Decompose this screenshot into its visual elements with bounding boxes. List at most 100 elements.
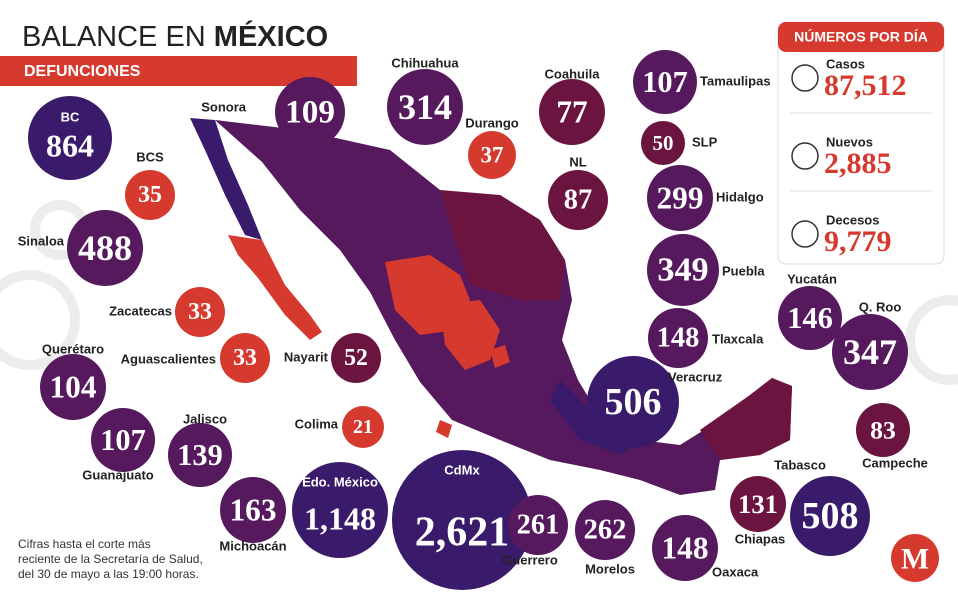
state-value: 163 (229, 493, 276, 528)
state-name: Q. Roo (859, 299, 902, 314)
state-name: Oaxaca (712, 564, 759, 579)
title-emphasis: MÉXICO (214, 19, 328, 53)
title: BALANCE EN MÉXICO (22, 19, 328, 53)
state-value: 50 (653, 131, 674, 155)
logo-circle (891, 534, 939, 582)
state-name: BCS (136, 149, 164, 164)
state-value: 37 (481, 143, 504, 168)
state-name: Sonora (201, 99, 247, 114)
state-name: Jalisco (183, 411, 227, 426)
state-bubble (652, 515, 718, 581)
state-value: 2,621 (415, 510, 510, 556)
state-value: 33 (188, 299, 212, 325)
state-bubble (125, 170, 175, 220)
state-bubble (331, 333, 381, 383)
state-name: Durango (465, 115, 519, 130)
state-value: 87 (564, 185, 593, 216)
state-name: Chihuahua (391, 55, 459, 70)
state-bubble (28, 96, 112, 180)
state-bubble (856, 403, 910, 457)
state-bubble (587, 356, 679, 448)
state-value: 349 (657, 252, 708, 289)
state-name: Guanajuato (82, 467, 154, 482)
state-value: 488 (78, 228, 132, 268)
state-name: Tlaxcala (712, 331, 764, 346)
state-bubble (67, 210, 143, 286)
state-bubble (342, 406, 384, 448)
state-value: 109 (285, 94, 335, 131)
map-aguascalientes (490, 345, 510, 368)
state-bubble (220, 333, 270, 383)
state-value: 35 (138, 182, 162, 208)
state-name: Sinaloa (18, 233, 65, 248)
panel-title: NÚMEROS POR DÍA (794, 28, 928, 45)
state-value: 506 (605, 381, 662, 423)
state-bubble (575, 500, 635, 560)
footnote-line: del 30 de mayo a las 19:00 horas. (18, 567, 199, 581)
state-name: BC (61, 109, 80, 124)
state-value: 314 (398, 87, 452, 127)
bubbles: 864 BC 109 Sonora 314 Chihuahua 37 Durango 77 Coa… (18, 50, 928, 590)
state-name: Nayarit (284, 349, 329, 364)
map-zacatecas (440, 300, 500, 370)
state-bubble (641, 121, 685, 165)
map-yucatan-peninsula (700, 378, 792, 460)
state-name: Coahuila (545, 66, 601, 81)
subtitle: DEFUNCIONES (24, 63, 141, 80)
state-value: 131 (738, 489, 778, 519)
state-value: 261 (517, 510, 560, 541)
state-bubble (647, 165, 713, 231)
state-name: Edo. México (302, 474, 378, 489)
logo: M (901, 543, 929, 576)
state-name: Chiapas (735, 531, 786, 546)
state-value: 107 (100, 423, 146, 457)
state-bubble (539, 79, 605, 145)
state-bubble (468, 131, 516, 179)
state-name: Veracruz (668, 369, 723, 384)
state-bubble (292, 462, 388, 558)
footnote-line: reciente de la Secretaría de Salud, (18, 552, 203, 566)
state-value: 299 (656, 181, 703, 216)
state-value: 107 (642, 65, 688, 99)
state-bubble (220, 477, 286, 543)
state-bubble (175, 287, 225, 337)
state-name: Michoacán (219, 538, 286, 553)
title-prefix: BALANCE EN (22, 21, 206, 53)
state-bubble (790, 476, 870, 556)
state-name: Colima (295, 416, 339, 431)
state-bubble (647, 234, 719, 306)
state-value: 864 (46, 128, 94, 164)
state-bubble (832, 314, 908, 390)
item-value: 87,512 (824, 69, 907, 102)
item-icon (791, 142, 819, 170)
state-value: 83 (870, 416, 896, 445)
state-value: 52 (344, 345, 368, 371)
map-northeast (440, 190, 565, 300)
state-name: Guerrero (502, 552, 558, 567)
state-name: Puebla (722, 263, 765, 278)
state-value: 262 (584, 515, 627, 546)
state-bubble (778, 286, 842, 350)
state-name: SLP (692, 134, 718, 149)
state-name: Yucatán (787, 271, 837, 286)
state-bubble (91, 408, 155, 472)
state-bubble (387, 69, 463, 145)
state-value: 148 (661, 531, 708, 566)
state-value: 1,148 (304, 501, 376, 537)
panel-header (778, 22, 944, 52)
state-name: CdMx (444, 462, 480, 477)
state-name: Aguascalientes (121, 351, 216, 366)
item-value: 2,885 (824, 147, 892, 180)
map-bcs (228, 235, 322, 340)
item-label: Decesos (826, 212, 879, 227)
state-bubble (508, 495, 568, 555)
state-bubble (633, 50, 697, 114)
state-value: 33 (233, 345, 257, 371)
state-name: Zacatecas (109, 303, 172, 318)
state-name: Morelos (585, 561, 635, 576)
state-name: Campeche (862, 455, 928, 470)
item-label: Nuevos (826, 134, 873, 149)
